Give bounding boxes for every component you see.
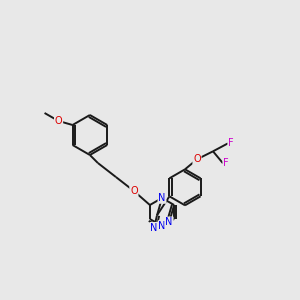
Text: O: O (130, 186, 138, 196)
Text: N: N (150, 223, 158, 233)
Text: O: O (55, 116, 62, 126)
Text: N: N (158, 221, 166, 231)
Text: F: F (228, 138, 234, 148)
Text: F: F (223, 158, 229, 168)
Text: O: O (193, 154, 201, 164)
Text: N: N (158, 193, 166, 203)
Text: N: N (165, 217, 173, 227)
